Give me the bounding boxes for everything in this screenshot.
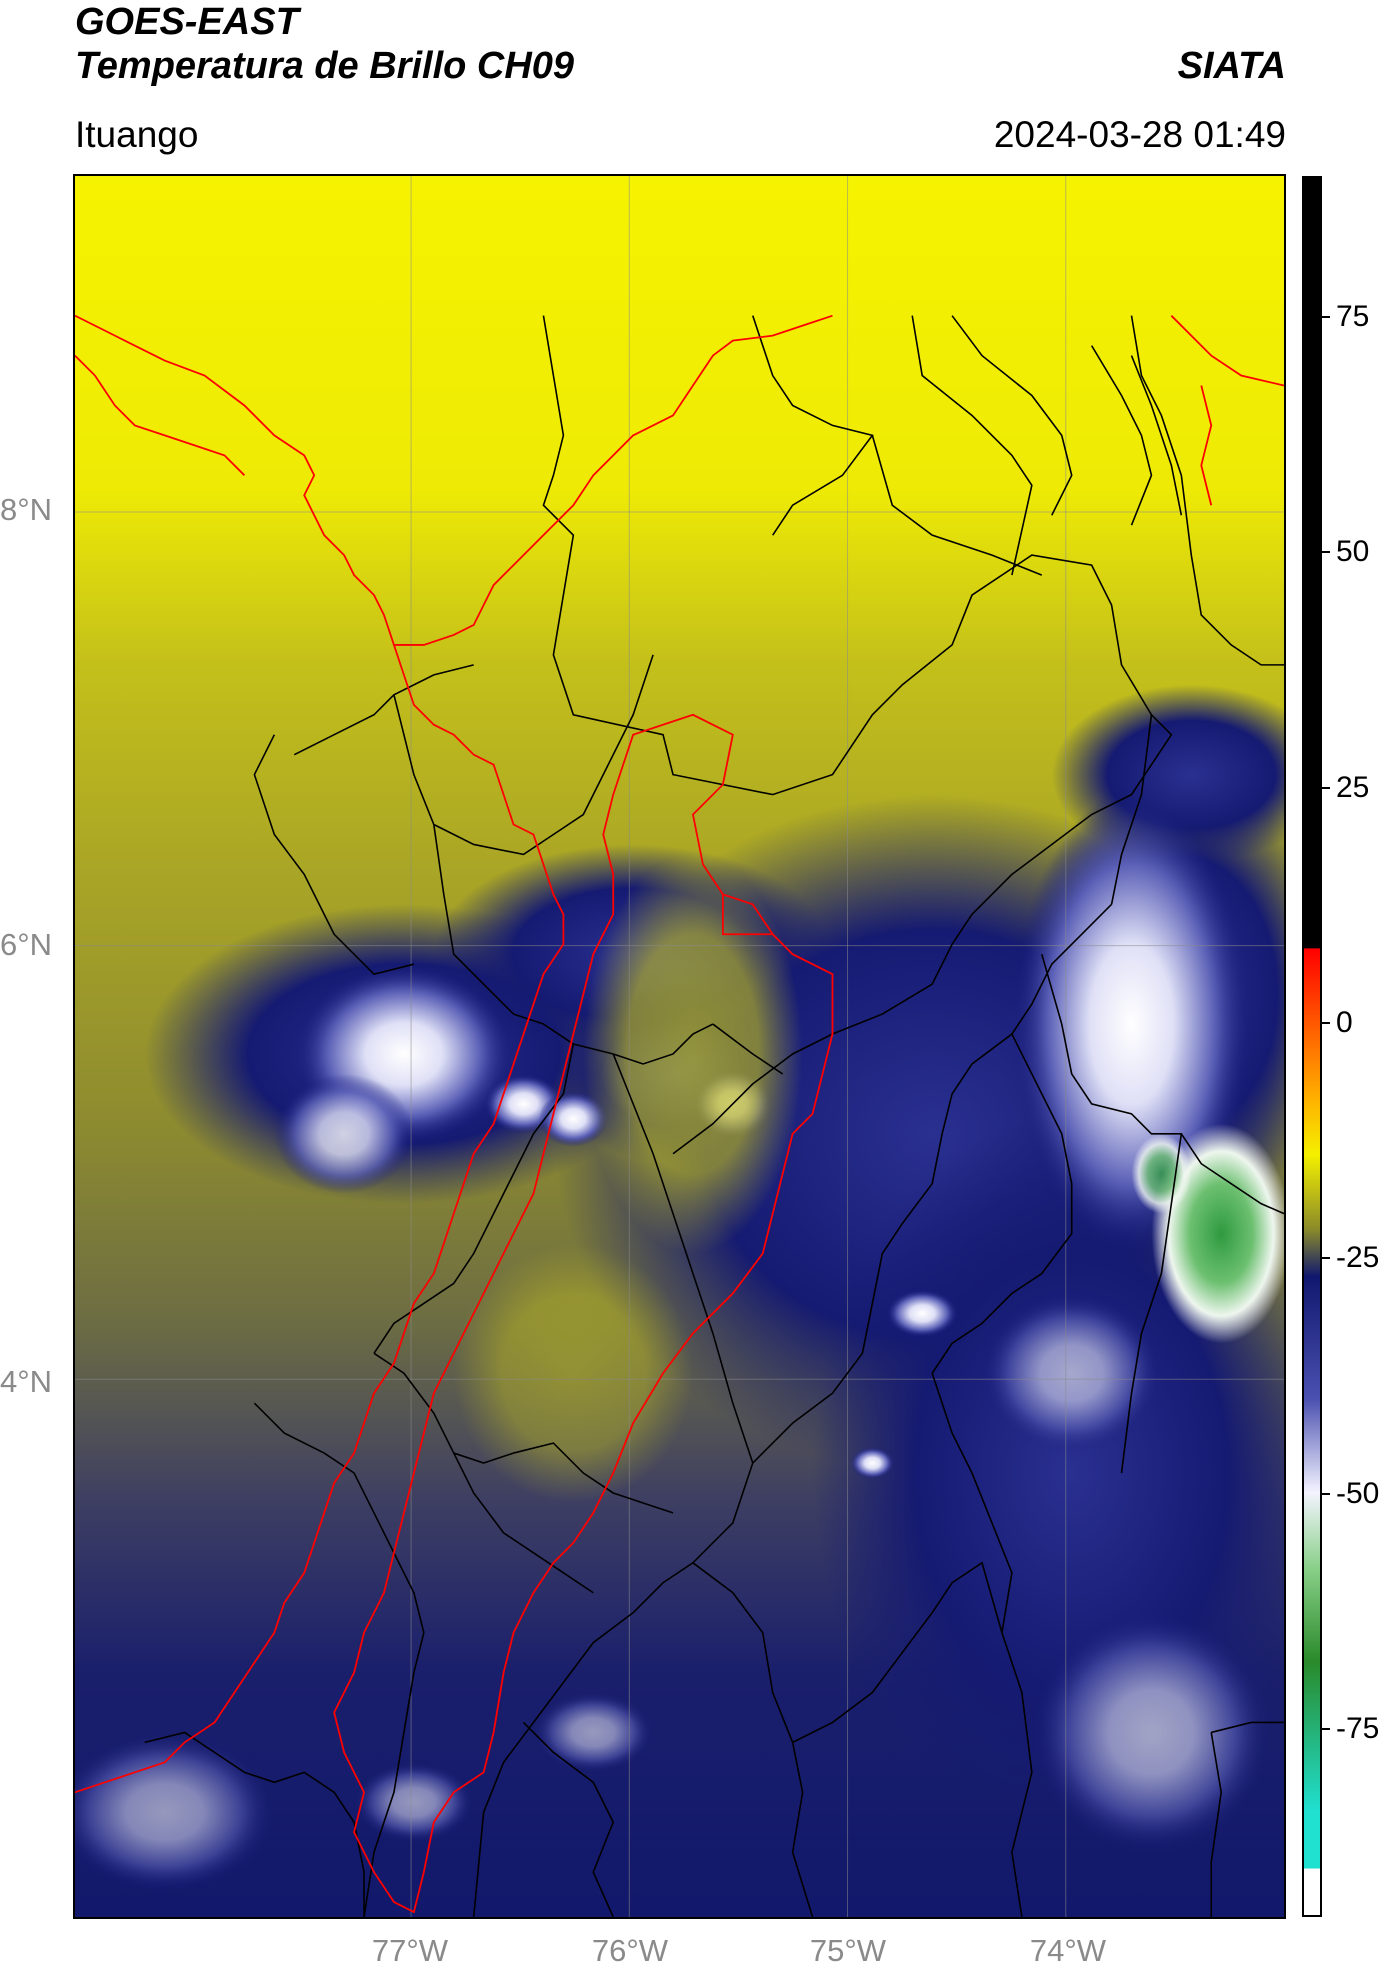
lat-label-6n: 6°N xyxy=(0,927,53,962)
lat-label-8n: 8°N xyxy=(0,492,53,527)
colorbar-tick-mark xyxy=(1322,551,1330,554)
cloud-field xyxy=(75,684,1284,1893)
lon-label-77w: 77°W xyxy=(371,1933,449,1968)
coastline-and-river-outlines xyxy=(75,314,1284,1914)
colorbar-tick-mark xyxy=(1322,786,1330,789)
colorbar-tick-label: -50 xyxy=(1336,1476,1380,1510)
lon-label-75w: 75°W xyxy=(809,1933,887,1968)
colorbar-tick-mark xyxy=(1322,1492,1330,1495)
product-title: Temperatura de Brillo CH09 xyxy=(75,45,575,87)
colorbar-tick-mark xyxy=(1322,1727,1330,1730)
colorbar-tick-mark xyxy=(1322,316,1330,319)
lon-label-74w: 74°W xyxy=(1029,1933,1107,1968)
colorbar-tick-label: 25 xyxy=(1336,770,1370,804)
colorbar-tick-label: 75 xyxy=(1336,300,1370,334)
satellite-title: GOES-EAST xyxy=(75,1,299,43)
map-canvas xyxy=(75,176,1284,1917)
map-panel xyxy=(73,174,1286,1919)
region-label: Ituango xyxy=(75,114,199,155)
lat-label-4n: 4°N xyxy=(0,1364,53,1399)
colorbar-gradient xyxy=(1304,178,1320,1915)
admin-borders xyxy=(144,315,1284,1917)
colorbar-tick-label: -75 xyxy=(1336,1711,1380,1745)
colorbar xyxy=(1302,176,1322,1917)
datetime-label: 2024-03-28 01:49 xyxy=(993,114,1286,155)
colorbar-tick-label: 0 xyxy=(1336,1005,1353,1039)
colorbar-tick-mark xyxy=(1322,1257,1330,1260)
org-label: SIATA xyxy=(1177,45,1286,87)
colorbar-tick-label: -25 xyxy=(1336,1241,1380,1275)
lon-label-76w: 76°W xyxy=(591,1933,669,1968)
colorbar-tick-mark xyxy=(1322,1021,1330,1024)
colorbar-tick-label: 50 xyxy=(1336,535,1370,569)
